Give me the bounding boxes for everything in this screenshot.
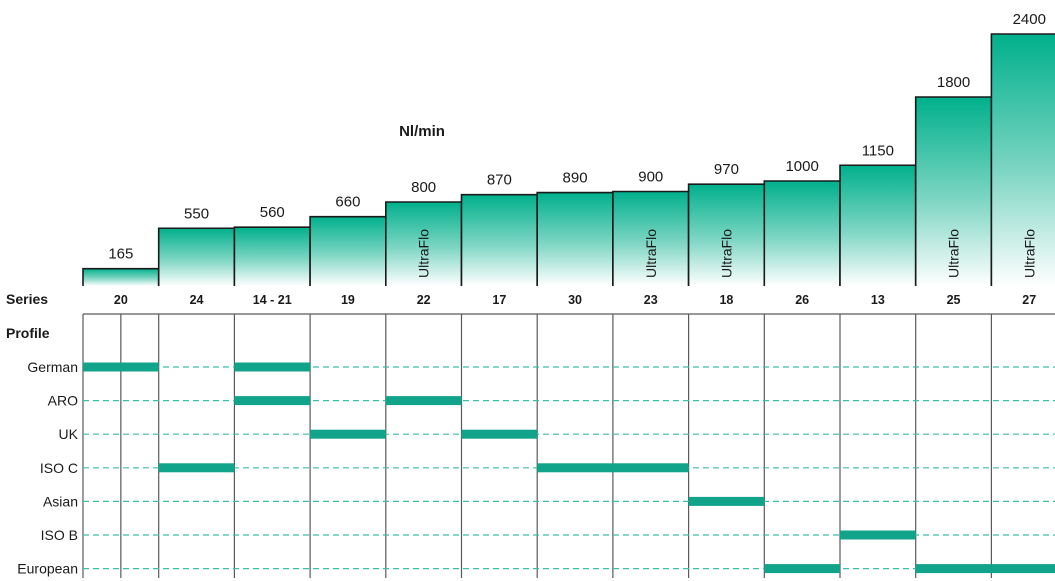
value-label: 2400 — [1013, 11, 1046, 28]
series-tick-label: 23 — [644, 293, 658, 307]
series-tick-label: 20 — [114, 293, 128, 307]
value-label: 660 — [335, 194, 360, 211]
series-tick-label: 26 — [795, 293, 809, 307]
bar-note: UltraFlo — [946, 229, 962, 278]
bar — [915, 97, 992, 286]
bar — [310, 216, 386, 286]
value-label: 1000 — [785, 158, 818, 175]
series-tick-label: 30 — [568, 293, 582, 307]
bar — [840, 165, 916, 286]
series-label: Series — [6, 291, 48, 307]
value-label: 550 — [184, 205, 209, 222]
bar — [764, 181, 840, 286]
chart-title: Nl/min — [399, 123, 445, 140]
compatibility-marker — [158, 463, 235, 473]
compatibility-marker — [537, 463, 613, 473]
compatibility-marker — [310, 429, 386, 439]
bar-note: UltraFlo — [1021, 229, 1037, 278]
compatibility-marker — [688, 496, 765, 506]
profile-label: ISO B — [41, 527, 78, 543]
value-label: 900 — [638, 169, 663, 186]
series-tick-label: 25 — [947, 293, 961, 307]
value-label: 165 — [108, 246, 133, 263]
value-label: 870 — [487, 172, 512, 189]
series-tick-label: 17 — [492, 293, 506, 307]
profile-label: UK — [59, 426, 79, 442]
bar — [991, 34, 1055, 286]
series-tick-label: 18 — [719, 293, 733, 307]
value-label: 800 — [411, 179, 436, 196]
bar — [83, 268, 159, 286]
compatibility-marker — [764, 564, 840, 574]
series-tick-label: 14 - 21 — [253, 293, 292, 307]
bar — [158, 228, 235, 286]
series-tick-label: 27 — [1022, 293, 1036, 307]
bar — [234, 227, 311, 286]
series-tick-label: 24 — [190, 293, 204, 307]
profile-label: German — [27, 359, 78, 375]
compatibility-marker — [991, 564, 1055, 574]
bar — [537, 192, 613, 286]
bar-note: UltraFlo — [416, 229, 432, 278]
profile-label: Profile — [6, 325, 50, 341]
compatibility-marker — [234, 396, 311, 406]
series-tick-label: 13 — [871, 293, 885, 307]
value-label: 1150 — [862, 142, 894, 159]
profile-label: European — [17, 561, 78, 577]
bar — [612, 191, 689, 286]
profile-label: ARO — [48, 393, 78, 409]
compatibility-marker — [915, 564, 992, 574]
series-tick-label: 22 — [417, 293, 431, 307]
compatibility-marker — [612, 463, 689, 473]
compatibility-marker — [83, 362, 159, 372]
compatibility-marker — [840, 530, 916, 540]
profile-grid: German ARO UK ISO C Asian ISO B European — [17, 313, 1055, 578]
compatibility-marker — [461, 429, 538, 439]
bar-outline — [990, 33, 1055, 286]
bar — [385, 202, 462, 286]
bar — [688, 184, 765, 286]
value-label: 560 — [260, 204, 285, 221]
compatibility-marker — [385, 396, 462, 406]
value-label: 890 — [563, 170, 588, 187]
bar-note: UltraFlo — [643, 229, 659, 278]
bars-layer: 165 20 550 24 560 14 - 21 660 19 800 UltraFlo 22 87… — [82, 11, 1055, 307]
profile-label: ISO C — [40, 460, 78, 476]
bar-note: UltraFlo — [718, 229, 734, 278]
value-label: 1800 — [937, 74, 970, 91]
compatibility-marker — [234, 362, 311, 372]
series-tick-label: 19 — [341, 293, 355, 307]
profile-label: Asian — [43, 493, 78, 509]
value-label: 970 — [714, 161, 739, 178]
bar — [461, 194, 538, 286]
